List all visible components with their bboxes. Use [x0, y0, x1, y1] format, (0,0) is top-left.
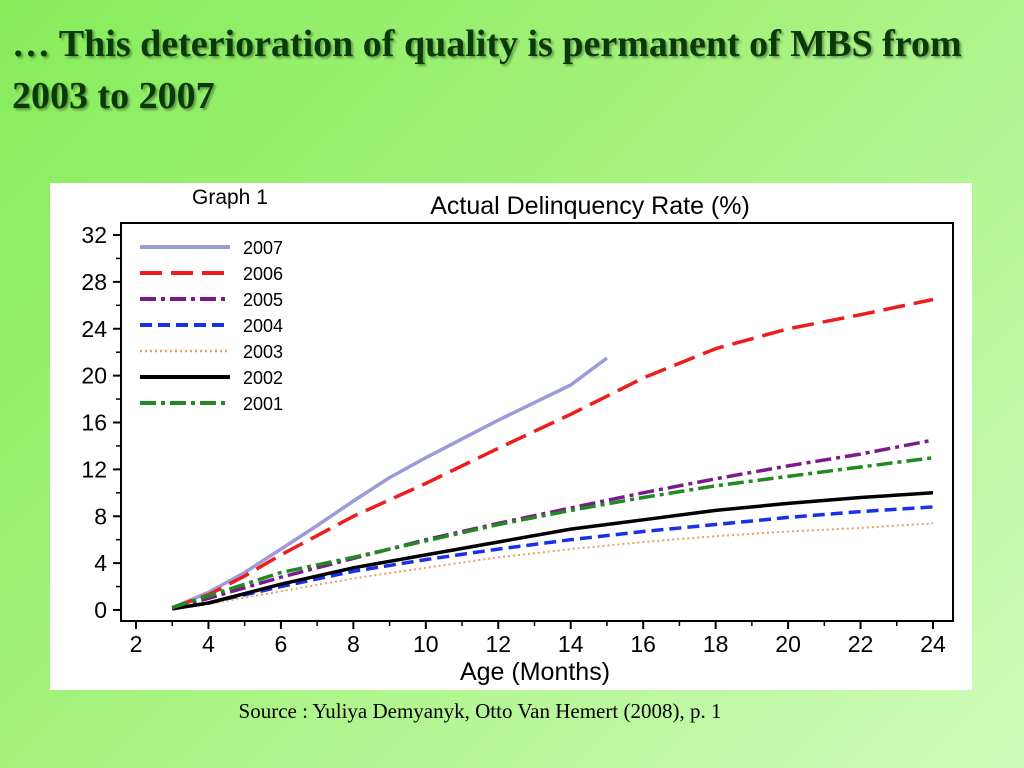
legend-label-2005: 2005 [243, 290, 283, 310]
source-note: Source : Yuliya Demyanyk, Otto Van Hemer… [238, 699, 722, 723]
y-tick-label: 12 [81, 456, 107, 482]
series-line-2005 [171, 438, 934, 610]
series-lines [171, 297, 934, 611]
x-tick-label: 4 [202, 631, 215, 657]
y-tick-label: 32 [81, 222, 107, 248]
y-tick-label: 28 [81, 269, 107, 295]
x-tick-label: 24 [920, 631, 946, 657]
x-tick-label: 20 [775, 631, 801, 657]
chart-title: Actual Delinquency Rate (%) [430, 192, 750, 220]
slide-title: … This deterioration of quality is perma… [12, 23, 962, 117]
y-tick-label: 20 [81, 363, 107, 389]
legend-label-2007: 2007 [243, 238, 283, 258]
x-tick-label: 18 [703, 631, 729, 657]
x-tick-label: 22 [848, 631, 874, 657]
series-line-2006 [171, 297, 934, 610]
chart-panel: Graph 1 Actual Delinquency Rate (%) 0 4 8 1… [50, 183, 972, 690]
y-axis: 0 4 8 12 16 20 24 28 32 [81, 222, 121, 623]
legend: 2007 2006 2005 2004 2003 2002 2001 [140, 238, 283, 414]
x-tick-label: 12 [485, 631, 511, 657]
y-tick-label: 4 [94, 550, 107, 576]
x-tick-label: 6 [275, 631, 288, 657]
series-line-2001 [171, 455, 934, 610]
delinquency-line-chart: Actual Delinquency Rate (%) 048121620242… [81, 192, 954, 686]
x-tick-label: 10 [413, 631, 439, 657]
legend-label-2001: 2001 [243, 394, 283, 414]
x-tick-label: 14 [558, 631, 584, 657]
x-axis-title: Age (Months) [460, 658, 610, 686]
legend-label-2004: 2004 [243, 316, 283, 336]
legend-label-2006: 2006 [243, 264, 283, 284]
graph-label: Graph 1 [192, 186, 268, 209]
y-tick-label: 8 [94, 503, 107, 529]
legend-label-2003: 2003 [243, 342, 283, 362]
series-line-2003 [172, 522, 934, 610]
x-axis: 2 4 6 8 10 12 14 16 18 20 22 24 [130, 621, 946, 657]
series-line-2007 [171, 356, 609, 610]
series-line-2004 [171, 505, 934, 611]
series-line-2002 [171, 491, 934, 611]
y-tick-label: 24 [81, 316, 107, 342]
x-tick-label: 2 [130, 631, 143, 657]
x-tick-label: 8 [347, 631, 360, 657]
x-tick-label: 16 [630, 631, 656, 657]
legend-label-2002: 2002 [243, 368, 283, 388]
y-tick-label: 0 [94, 597, 107, 623]
y-tick-label: 16 [81, 410, 107, 436]
